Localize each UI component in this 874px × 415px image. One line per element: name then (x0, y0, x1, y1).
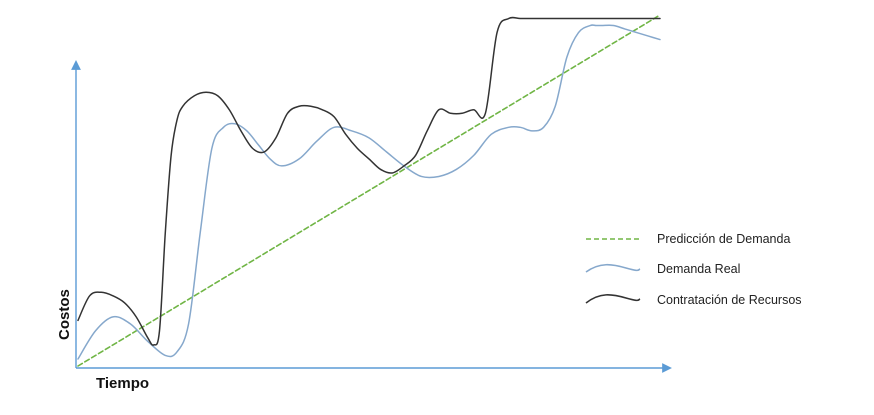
x-axis-title: Tiempo (96, 375, 149, 392)
legend-swatch-resources (585, 294, 641, 304)
series-group (77, 14, 661, 367)
legend-swatch-real (585, 263, 641, 273)
series-prediction-line (77, 14, 661, 367)
y-axis-title: Costos (56, 289, 73, 340)
legend-label-real: Demanda Real (657, 262, 740, 276)
series-resources-line (77, 16, 661, 346)
series-real-line (77, 24, 661, 360)
legend-item-resources[interactable]: Contratación de Recursos (585, 293, 802, 307)
legend-item-real[interactable]: Demanda Real (585, 262, 740, 276)
legend[interactable]: Predicción de Demanda Demanda Real Contr… (585, 232, 802, 307)
legend-label-prediction: Predicción de Demanda (657, 232, 790, 246)
legend-label-resources: Contratación de Recursos (657, 293, 802, 307)
legend-item-prediction[interactable]: Predicción de Demanda (586, 232, 790, 246)
